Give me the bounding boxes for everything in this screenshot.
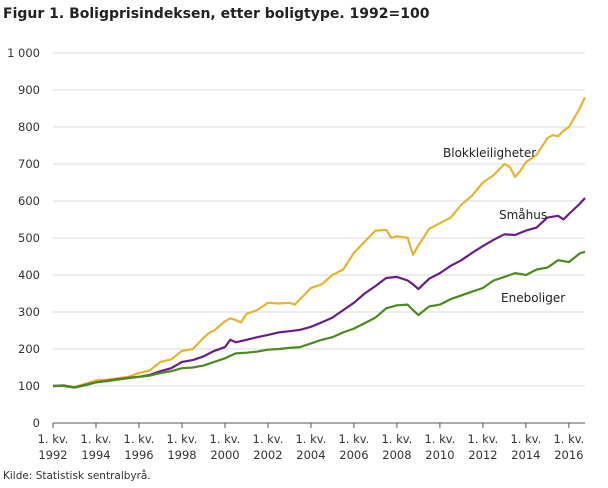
- x-axis-ticks: 1. kv. 1992 1. kv. 1994 1. kv. 1996 1. kv. 1998…: [38, 423, 584, 462]
- x-tick-label-quarter: 1. kv.: [467, 432, 498, 446]
- source-note: Kilde: Statistisk sentralbyrå.: [3, 470, 151, 482]
- x-tick-label-year: 2002: [253, 448, 282, 462]
- x-tick-label-quarter: 1. kv.: [424, 432, 455, 446]
- y-tick-label: 800: [18, 120, 40, 134]
- y-tick-label: 600: [18, 194, 40, 208]
- y-tick-label: 1 000: [7, 46, 40, 60]
- y-axis-ticks: 0 100 200 300 400 500 600 700 800 900 1 000: [7, 46, 40, 430]
- y-tick-label: 0: [33, 416, 40, 430]
- x-tick-label-quarter: 1. kv.: [167, 432, 198, 446]
- y-tick-label: 200: [18, 342, 40, 356]
- y-tick-label: 400: [18, 268, 40, 282]
- series-label: Eneboliger: [501, 291, 565, 305]
- y-tick-label: 900: [18, 83, 40, 97]
- series-label: Småhus: [499, 208, 547, 222]
- x-tick-label-quarter: 1. kv.: [253, 432, 284, 446]
- y-tick-label: 100: [18, 379, 40, 393]
- x-tick-label-year: 2012: [468, 448, 497, 462]
- x-tick-label-quarter: 1. kv.: [296, 432, 327, 446]
- x-tick-label-quarter: 1. kv.: [338, 432, 369, 446]
- x-tick-label-year: 2016: [554, 448, 583, 462]
- x-tick-label-quarter: 1. kv.: [381, 432, 412, 446]
- x-tick-label-quarter: 1. kv.: [81, 432, 112, 446]
- x-tick-label-year: 2006: [339, 448, 368, 462]
- x-tick-label-year: 1996: [124, 448, 153, 462]
- y-tick-label: 500: [18, 231, 40, 245]
- x-tick-label-quarter: 1. kv.: [124, 432, 155, 446]
- x-tick-label-quarter: 1. kv.: [510, 432, 541, 446]
- x-tick-label-year: 2010: [425, 448, 454, 462]
- x-tick-label-quarter: 1. kv.: [210, 432, 241, 446]
- x-tick-label-year: 1998: [167, 448, 196, 462]
- gridlines: [53, 52, 585, 424]
- series-label: Blokkleiligheter: [443, 146, 536, 160]
- x-tick-label-year: 1992: [38, 448, 67, 462]
- x-tick-label-quarter: 1. kv.: [553, 432, 584, 446]
- x-tick-label-year: 2014: [511, 448, 540, 462]
- x-tick-label-quarter: 1. kv.: [38, 432, 69, 446]
- x-tick-label-year: 2008: [382, 448, 411, 462]
- y-tick-label: 300: [18, 305, 40, 319]
- x-tick-label-year: 1994: [81, 448, 110, 462]
- series-lines: [52, 96, 586, 389]
- series-line-eneboliger: [53, 250, 586, 389]
- y-tick-label: 700: [18, 157, 40, 171]
- x-tick-label-year: 2004: [296, 448, 325, 462]
- chart-title: Figur 1. Boligprisindeksen, etter boligt…: [3, 6, 430, 22]
- series-line-blokkleiligheter: [52, 96, 586, 389]
- x-tick-label-year: 2000: [210, 448, 239, 462]
- series-labels: Blokkleiligheter Småhus Eneboliger: [443, 146, 565, 305]
